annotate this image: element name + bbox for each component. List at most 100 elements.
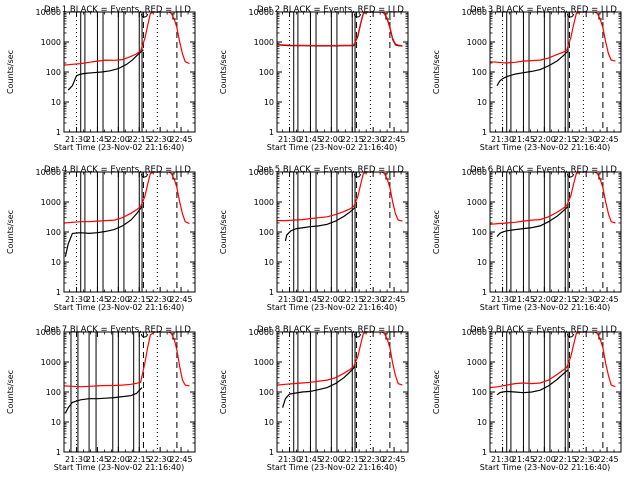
panel-title: Det 7 BLACK = Events, RED = LLD — [44, 325, 191, 335]
y-tick-label: 100 — [46, 228, 61, 237]
series-line-events — [64, 387, 143, 414]
x-tick-label: 21:30 — [491, 295, 514, 304]
y-tick-label: 10 — [51, 258, 61, 267]
plot-frame — [489, 331, 622, 453]
series-line-events — [277, 12, 403, 47]
top-corner-mark — [385, 333, 391, 340]
detector-panel-7: Det 7 BLACK = Events, RED = LLD Counts/se… — [6, 325, 196, 472]
x-tick-label: 22:00 — [320, 455, 343, 464]
panel-title: Det 1 BLACK = Events, RED = LLD — [44, 5, 191, 15]
top-corner-mark — [172, 333, 178, 340]
x-tick-label: 22:15 — [554, 455, 577, 464]
top-bracket-mark — [353, 333, 361, 338]
y-tick-label: 1000 — [467, 358, 487, 367]
series-group — [490, 12, 616, 87]
series-line-lld — [277, 332, 403, 386]
series-group — [64, 12, 190, 91]
y-tick-label: 1 — [269, 128, 274, 137]
series-line-events — [284, 207, 356, 242]
y-tick-label: 10 — [264, 98, 274, 107]
detector-panel-4: Det 4 BLACK = Events, RED = LLD Counts/se… — [6, 165, 196, 312]
plot-frame — [276, 11, 409, 133]
plot-frame — [63, 331, 196, 453]
plot-frame — [63, 171, 196, 293]
panel-title: Det 4 BLACK = Events, RED = LLD — [44, 165, 191, 175]
detector-panel-6: Det 6 BLACK = Events, RED = LLD Counts/se… — [432, 165, 622, 312]
x-tick-label: 21:30 — [65, 135, 88, 144]
interval-markers — [502, 12, 604, 132]
y-tick-label: 100 — [46, 68, 61, 77]
interval-markers — [289, 12, 391, 132]
x-tick-label: 21:45 — [512, 455, 535, 464]
x-tick-label: 21:45 — [299, 295, 322, 304]
x-tick-label: 22:30 — [362, 455, 385, 464]
y-tick-label: 10000 — [249, 168, 274, 177]
x-tick-label: 22:45 — [383, 295, 406, 304]
x-tick-label: 21:45 — [512, 135, 535, 144]
series-group — [490, 332, 616, 396]
series-group — [64, 332, 190, 414]
x-tick-label: 22:15 — [128, 295, 151, 304]
x-tick-label: 22:00 — [533, 135, 556, 144]
detector-panel-9: Det 9 BLACK = Events, RED = LLD Counts/se… — [432, 325, 622, 472]
x-tick-label: 22:45 — [596, 135, 619, 144]
series-line-lld — [277, 172, 403, 222]
x-axis-label: Start Time (23-Nov-02 21:16:40) — [267, 303, 397, 312]
detector-panel-1: Det 1 BLACK = Events, RED = LLD Counts/se… — [6, 5, 196, 152]
y-axis-label: Counts/sec — [6, 370, 15, 414]
x-axis-label: Start Time (23-Nov-02 21:16:40) — [54, 303, 184, 312]
x-axis-label: Start Time (23-Nov-02 21:16:40) — [267, 143, 397, 152]
x-tick-label: 21:45 — [512, 295, 535, 304]
y-tick-label: 10000 — [462, 168, 487, 177]
interval-markers — [502, 172, 604, 292]
x-tick-label: 22:00 — [107, 295, 130, 304]
x-tick-label: 21:30 — [491, 455, 514, 464]
x-tick-label: 22:15 — [341, 135, 364, 144]
series-line-events — [67, 49, 144, 91]
x-tick-label: 22:00 — [107, 135, 130, 144]
y-tick-label: 1 — [56, 128, 61, 137]
series-group — [277, 12, 403, 47]
y-axis-label: Counts/sec — [432, 50, 441, 94]
y-tick-label: 10000 — [462, 8, 487, 17]
x-tick-label: 22:00 — [107, 455, 130, 464]
series-group — [277, 172, 403, 242]
series-line-lld — [64, 172, 190, 225]
y-tick-label: 100 — [46, 388, 61, 397]
x-tick-label: 22:45 — [170, 455, 193, 464]
y-tick-label: 10 — [51, 98, 61, 107]
top-corner-mark — [172, 173, 178, 180]
y-tick-label: 1 — [482, 288, 487, 297]
y-axis-label: Counts/sec — [6, 50, 15, 94]
y-tick-label: 100 — [472, 68, 487, 77]
series-group — [490, 172, 616, 237]
x-tick-label: 22:30 — [149, 135, 172, 144]
top-corner-mark — [598, 13, 604, 20]
x-tick-label: 22:30 — [149, 455, 172, 464]
panel-title: Det 6 BLACK = Events, RED = LLD — [470, 165, 617, 175]
y-axis-label: Counts/sec — [219, 50, 228, 94]
y-tick-label: 10 — [264, 418, 274, 427]
top-corner-mark — [598, 173, 604, 180]
panel-title: Det 5 BLACK = Events, RED = LLD — [257, 165, 404, 175]
series-line-lld — [490, 172, 616, 225]
y-axis-label: Counts/sec — [6, 210, 15, 254]
y-tick-label: 10 — [477, 258, 487, 267]
y-tick-label: 1 — [56, 448, 61, 457]
x-tick-label: 22:30 — [575, 135, 598, 144]
interval-markers — [289, 172, 391, 292]
y-tick-label: 1000 — [41, 358, 61, 367]
x-tick-label: 22:15 — [128, 135, 151, 144]
y-tick-label: 100 — [259, 68, 274, 77]
series-line-lld — [490, 332, 616, 389]
panel-title: Det 9 BLACK = Events, RED = LLD — [470, 325, 617, 335]
x-tick-label: 22:15 — [341, 295, 364, 304]
top-bracket-mark — [353, 173, 361, 178]
x-tick-label: 22:45 — [383, 135, 406, 144]
top-corner-mark — [385, 173, 391, 180]
top-bracket-mark — [353, 13, 361, 18]
series-line-events — [496, 50, 569, 87]
y-axis-label: Counts/sec — [219, 210, 228, 254]
x-tick-label: 21:30 — [278, 135, 301, 144]
